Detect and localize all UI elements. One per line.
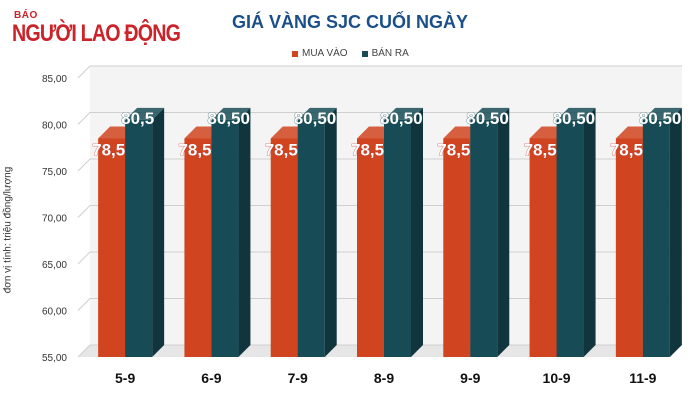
x-tick-label: 10-9 (543, 370, 571, 386)
legend-swatch-ban-ra (361, 50, 368, 57)
bar-ban-ra (297, 119, 325, 357)
bar-mua-vao (443, 138, 471, 357)
data-label: 78,50 (610, 140, 653, 159)
data-label: 78,50 (437, 140, 480, 159)
bar-side (324, 107, 337, 357)
bar-mua-vao (98, 138, 126, 357)
y-tick-label: 70,00 (42, 214, 67, 225)
bar-ban-ra (556, 119, 584, 357)
bar-side (583, 107, 596, 357)
y-tick-label: 55,00 (42, 353, 67, 364)
bar-mua-vao (357, 138, 384, 357)
bar-ban-ra (384, 119, 411, 357)
y-tick-label: 75,00 (42, 167, 67, 178)
data-label: 78,50 (524, 140, 567, 159)
data-label: 80,50 (294, 109, 337, 128)
bar-top (642, 107, 682, 120)
data-label: 78,5 (92, 140, 125, 159)
bar-side (497, 107, 510, 357)
bar-ban-ra (470, 119, 498, 357)
bar-side (238, 107, 251, 357)
bar-ban-ra (125, 119, 153, 357)
gridline (77, 65, 682, 79)
legend-swatch-mua-vao (292, 50, 298, 57)
bar-mua-vao (270, 138, 298, 357)
bar-top (125, 107, 165, 120)
x-tick-label: 5-9 (115, 370, 135, 386)
legend-label-mua-vao: MUA VÀO (302, 48, 348, 59)
data-label: 80,50 (380, 109, 423, 128)
bar-ban-ra (642, 119, 670, 357)
x-tick-label: 8-9 (374, 370, 394, 386)
data-label: 80,5 (121, 109, 154, 128)
bar-mua-vao (184, 138, 212, 357)
data-label: 78,50 (265, 140, 308, 159)
y-tick-label: 65,00 (42, 260, 67, 271)
x-tick-label: 7-9 (288, 370, 308, 386)
chart-title: GIÁ VÀNG SJC CUỐI NGÀY (231, 12, 469, 32)
bar-side (669, 107, 682, 357)
data-label: 80,50 (553, 109, 596, 128)
data-label: 78,50 (178, 140, 221, 159)
data-label: 78,50 (351, 140, 394, 159)
bar-top (470, 107, 510, 120)
bar-mua-vao (529, 138, 557, 357)
bar-top (211, 107, 251, 120)
y-tick-label: 85,00 (42, 74, 67, 85)
bar-ban-ra (211, 119, 239, 357)
bar-mua-vao (615, 138, 643, 357)
chart-legend: MUA VÀO BÁN RA (292, 48, 409, 59)
logo-main-text: NGƯỜI LAO ĐỘNG (12, 20, 181, 47)
y-tick-label: 60,00 (42, 307, 67, 318)
data-label: 80,50 (466, 109, 509, 128)
legend-label-ban-ra: BÁN RA (371, 48, 409, 59)
y-tick-label: 80,00 (42, 121, 67, 132)
logo-small-text: BÁO (14, 10, 38, 21)
x-tick-label: 9-9 (460, 370, 480, 386)
legend-item-mua-vao: MUA VÀO (292, 48, 348, 59)
x-tick-label: 11-9 (629, 370, 656, 386)
legend-item-ban-ra: BÁN RA (361, 48, 409, 59)
bar-top (297, 107, 337, 120)
bar-side (152, 107, 165, 357)
data-label: 80,50 (639, 109, 682, 128)
bar-top (556, 107, 596, 120)
bar-side (411, 107, 423, 357)
data-label: 80,50 (207, 109, 250, 128)
bar-top (384, 107, 423, 120)
x-tick-label: 6-9 (201, 370, 221, 386)
newspaper-logo: BÁO NGƯỜI LAO ĐỘNG (12, 8, 187, 48)
